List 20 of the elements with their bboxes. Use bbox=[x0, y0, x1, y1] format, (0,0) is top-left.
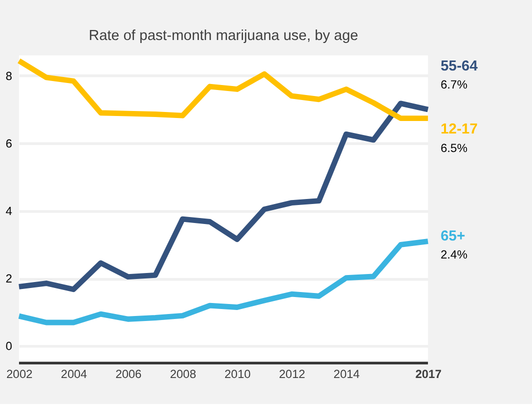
y-tick-label: 4 bbox=[6, 205, 13, 218]
text: 6.7% bbox=[440, 78, 468, 92]
x-tick-label: 2004 bbox=[60, 368, 88, 381]
y-tick-label: 0 bbox=[6, 340, 13, 354]
text: 6.5% bbox=[440, 142, 468, 155]
x-tick-label: 2017 bbox=[415, 368, 442, 381]
y-tick-label: 2 bbox=[6, 272, 12, 286]
x-tick-label: 2010 bbox=[224, 368, 252, 381]
series-label: 12-17 bbox=[440, 122, 478, 138]
y-tick-label: 8 bbox=[6, 70, 13, 83]
x-tick-label: 2006 bbox=[115, 368, 142, 381]
y-tick-label: 6 bbox=[6, 137, 13, 150]
x-tick-label: 2008 bbox=[170, 368, 197, 381]
x-tick-label: 2014 bbox=[334, 368, 360, 381]
series-label: 65+ bbox=[440, 228, 466, 244]
chart-title: Rate of past-month marijuana use, by age bbox=[88, 28, 358, 44]
text: 55-64 bbox=[440, 58, 478, 75]
x-tick-label: 2002 bbox=[6, 368, 33, 381]
x-tick-label: 2012 bbox=[279, 368, 306, 381]
text: 2.4% bbox=[440, 248, 468, 262]
